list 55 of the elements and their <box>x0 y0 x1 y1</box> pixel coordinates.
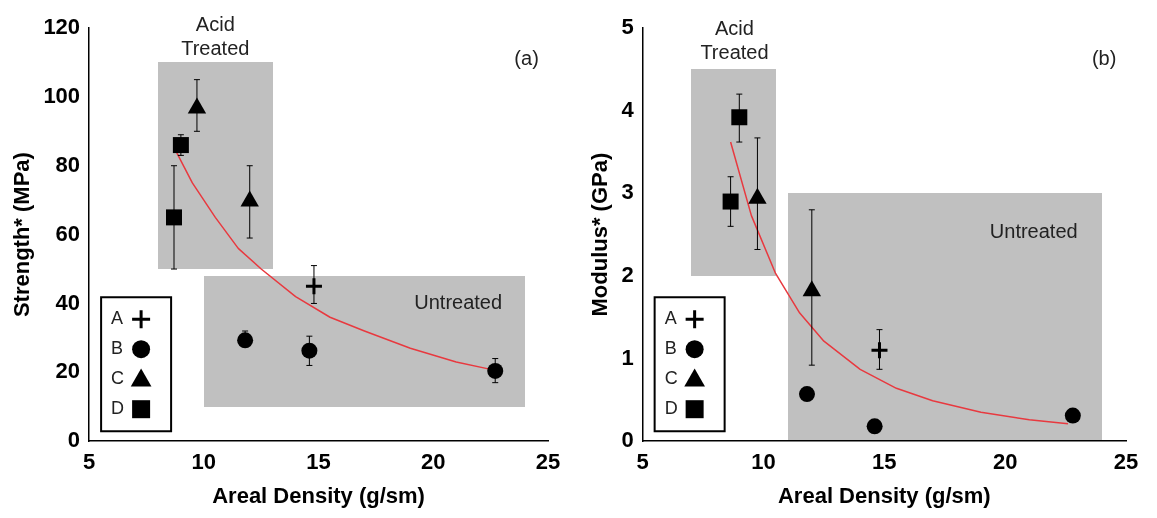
y-tick-label: 120 <box>43 14 81 40</box>
point <box>866 418 883 435</box>
y-tick-label: 3 <box>621 179 634 205</box>
point <box>731 109 748 126</box>
legend-label: B <box>664 338 677 359</box>
legend-label: B <box>111 338 124 359</box>
point <box>301 342 318 359</box>
x-axis-title: Areal Density (g/sm) <box>212 482 425 508</box>
point <box>869 340 889 360</box>
point <box>237 332 254 349</box>
x-tick-label: 10 <box>751 449 776 475</box>
point <box>166 209 182 226</box>
legend-label: D <box>111 398 125 419</box>
point <box>304 276 324 296</box>
x-tick-label: 15 <box>872 449 897 475</box>
x-tick-label: 20 <box>992 449 1018 475</box>
legend-label: D <box>664 398 678 419</box>
y-axis-title: Modulus* (GPa) <box>587 152 613 317</box>
y-tick-label: 40 <box>55 289 81 315</box>
point <box>802 280 822 297</box>
y-tick-label: 1 <box>621 344 634 370</box>
y-tick-label: 80 <box>55 151 81 177</box>
x-tick-label: 15 <box>306 449 331 475</box>
annotation: (a) <box>514 46 539 69</box>
annotation: Acid Treated <box>181 12 250 59</box>
annotation: Untreated <box>989 220 1078 243</box>
annotation: Acid Treated <box>700 16 769 63</box>
legend-label: C <box>111 368 125 389</box>
y-tick-label: 4 <box>621 96 635 122</box>
legend-label: C <box>664 368 678 389</box>
legend-label: A <box>111 308 124 329</box>
y-axis-title: Strength* (MPa) <box>9 152 35 318</box>
x-axis-title: Areal Density (g/sm) <box>777 482 991 508</box>
y-tick-label: 0 <box>67 427 81 453</box>
point <box>1064 407 1081 424</box>
point <box>748 187 767 204</box>
x-tick-label: 10 <box>191 449 217 475</box>
x-tick-label: 25 <box>535 449 561 475</box>
x-tick-label: 20 <box>421 449 446 475</box>
y-tick-label: 20 <box>55 358 81 384</box>
y-tick-label: 0 <box>621 427 634 453</box>
point <box>240 190 259 207</box>
y-tick-label: 100 <box>43 82 81 108</box>
point <box>487 362 504 379</box>
legend-label: A <box>664 308 677 329</box>
y-tick-label: 5 <box>621 14 634 40</box>
y-tick-label: 2 <box>621 261 634 287</box>
x-tick-label: 25 <box>1113 449 1139 475</box>
point <box>798 386 815 403</box>
annotation: Untreated <box>414 290 503 313</box>
point <box>722 193 739 210</box>
point <box>172 137 189 154</box>
point <box>187 97 207 114</box>
annotation: (b) <box>1091 46 1117 69</box>
y-tick-label: 60 <box>55 220 81 246</box>
